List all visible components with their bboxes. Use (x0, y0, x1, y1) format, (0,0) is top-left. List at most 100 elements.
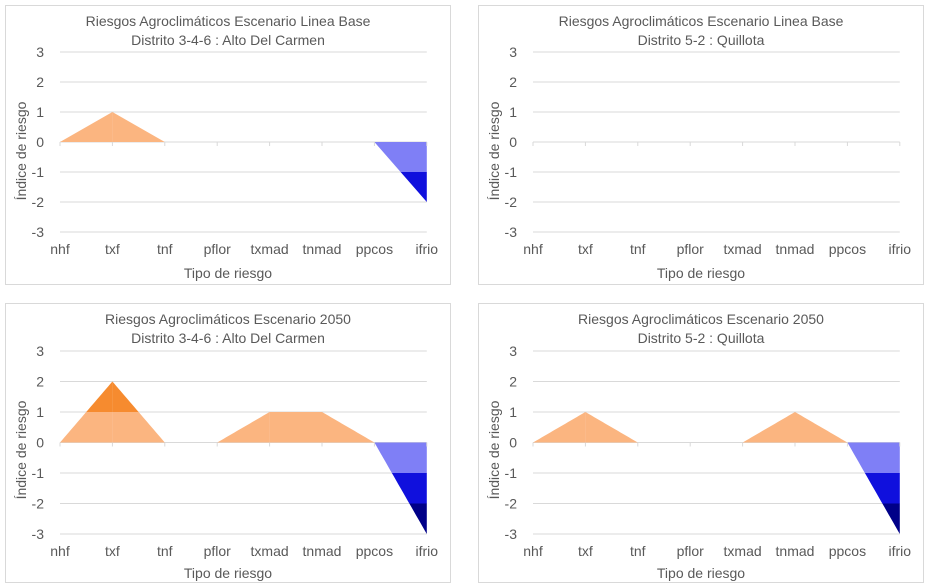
area-band-negative (374, 442, 427, 473)
y-axis-label: Índice de riesgo (486, 101, 502, 201)
x-tick-label: ppcos (356, 543, 393, 559)
y-tick-label: -3 (505, 224, 518, 240)
chart-panel-bottom-right: 3 2 1 0 -1 -2 -3 nhf txf tnf pflor txmad tnmad ppcos i… (478, 303, 924, 583)
y-tick-label: 3 (36, 343, 44, 359)
area-band-negative (847, 442, 900, 473)
x-tick-label: tnmad (776, 543, 815, 559)
x-tick-label: tnmad (303, 543, 342, 559)
y-tick-label: -1 (505, 465, 518, 481)
area-band-positive (322, 412, 375, 443)
y-tick-label: 1 (509, 404, 517, 420)
x-tick-label: txmad (724, 241, 762, 257)
x-tick-label: pflor (677, 543, 705, 559)
y-tick-label: 0 (509, 435, 517, 451)
y-tick-label: -3 (32, 526, 45, 542)
x-tick-label: txf (578, 241, 593, 257)
chart-subtitle: Distrito 3-4-6 : Alto Del Carmen (131, 330, 325, 346)
area-band-negative (847, 503, 900, 534)
area-band-positive (60, 412, 113, 443)
area-band-negative (847, 473, 900, 504)
chart-panel-top-left: 3 2 1 0 -1 -2 -3 nhf txf tnf pflor txmad tnmad ppcos i… (5, 5, 451, 285)
x-tick-label: txmad (251, 543, 289, 559)
x-tick-label: txf (105, 241, 120, 257)
chart-plot: 3 2 1 0 -1 -2 -3 nhf txf tnf pflor txmad tnmad ppcos i… (505, 44, 912, 257)
x-tick-label: nhf (523, 543, 543, 559)
x-tick-label: tnf (157, 543, 173, 559)
chart-subtitle: Distrito 5-2 : Quillota (637, 32, 765, 48)
y-tick-label: -1 (505, 164, 518, 180)
x-axis-label: Tipo de riesgo (656, 265, 746, 281)
y-axis-label: Índice de riesgo (13, 400, 29, 500)
x-tick-label: ppcos (356, 241, 393, 257)
y-tick-label: -1 (32, 465, 45, 481)
area-band-positive (742, 412, 795, 443)
x-tick-label: tnmad (776, 241, 815, 257)
y-tick-label: 0 (509, 134, 517, 150)
y-tick-label: -2 (32, 194, 45, 210)
chart-title: Riesgos Agroclimáticos Escenario 2050 (105, 311, 351, 327)
chart-subtitle: Distrito 3-4-6 : Alto Del Carmen (131, 32, 325, 48)
x-axis-label: Tipo de riesgo (183, 565, 273, 581)
x-tick-label: ifrio (416, 241, 439, 257)
y-tick-label: -2 (505, 194, 518, 210)
y-tick-label: -2 (32, 496, 45, 512)
chart-title: Riesgos Agroclimáticos Escenario 2050 (578, 311, 824, 327)
chart-plot: 3 2 1 0 -1 -2 -3 nhf txf tnf pflor txmad tnmad ppcos i… (505, 343, 912, 559)
area-band-negative (374, 503, 427, 534)
chart-panel-bottom-left: 3 2 1 0 -1 -2 -3 nhf txf tnf pflor txmad tnmad ppcos i… (5, 303, 451, 583)
x-tick-label: ppcos (829, 241, 866, 257)
y-tick-label: 2 (509, 374, 517, 390)
x-tick-label: ppcos (829, 543, 866, 559)
area-band-positive (795, 412, 848, 443)
y-axis-label: Índice de riesgo (486, 400, 502, 500)
x-tick-label: ifrio (889, 241, 912, 257)
area-band-positive (112, 381, 165, 412)
x-tick-label: txmad (251, 241, 289, 257)
y-tick-label: 2 (509, 74, 517, 90)
chart-plot: 3 2 1 0 -1 -2 -3 nhf txf tnf pflor txmad tnmad ppcos i… (32, 343, 439, 559)
y-tick-label: -1 (32, 164, 45, 180)
x-axis-label: Tipo de riesgo (183, 265, 273, 281)
x-tick-label: ifrio (416, 543, 439, 559)
area-band-positive (112, 112, 165, 142)
chart-title: Riesgos Agroclimáticos Escenario Linea B… (85, 13, 371, 29)
x-tick-label: nhf (523, 241, 543, 257)
x-tick-label: txmad (724, 543, 762, 559)
y-tick-label: -3 (32, 224, 45, 240)
x-tick-label: nhf (50, 543, 70, 559)
area-band-positive (217, 412, 270, 443)
x-tick-label: txf (578, 543, 593, 559)
area-band-positive (585, 412, 638, 443)
y-tick-label: 1 (36, 104, 44, 120)
x-tick-label: nhf (50, 241, 70, 257)
chart-panel-top-right: 3 2 1 0 -1 -2 -3 nhf txf tnf pflor txmad tnmad ppcos i… (478, 5, 924, 285)
y-tick-label: 3 (36, 44, 44, 60)
y-tick-label: 3 (509, 44, 517, 60)
x-tick-label: tnf (630, 241, 646, 257)
area-band-positive (112, 412, 165, 443)
area-band-negative (374, 473, 427, 504)
y-tick-label: 1 (36, 404, 44, 420)
y-tick-label: 0 (36, 134, 44, 150)
chart-subtitle: Distrito 5-2 : Quillota (637, 330, 765, 346)
y-tick-label: -2 (505, 496, 518, 512)
x-tick-label: tnf (630, 543, 646, 559)
y-tick-label: 3 (509, 343, 517, 359)
area-band-negative (374, 142, 427, 172)
x-tick-label: txf (105, 543, 120, 559)
x-tick-label: ifrio (889, 543, 912, 559)
y-tick-label: 1 (509, 104, 517, 120)
x-tick-label: pflor (677, 241, 705, 257)
x-tick-label: tnmad (303, 241, 342, 257)
area-band-positive (60, 381, 113, 412)
area-band-negative (374, 172, 427, 202)
x-tick-label: pflor (204, 241, 232, 257)
x-axis-label: Tipo de riesgo (656, 565, 746, 581)
x-tick-label: pflor (204, 543, 232, 559)
chart-title: Riesgos Agroclimáticos Escenario Linea B… (558, 13, 844, 29)
y-tick-label: 0 (36, 435, 44, 451)
area-band-positive (533, 412, 586, 443)
y-tick-label: 2 (36, 374, 44, 390)
x-tick-label: tnf (157, 241, 173, 257)
y-tick-label: 2 (36, 74, 44, 90)
